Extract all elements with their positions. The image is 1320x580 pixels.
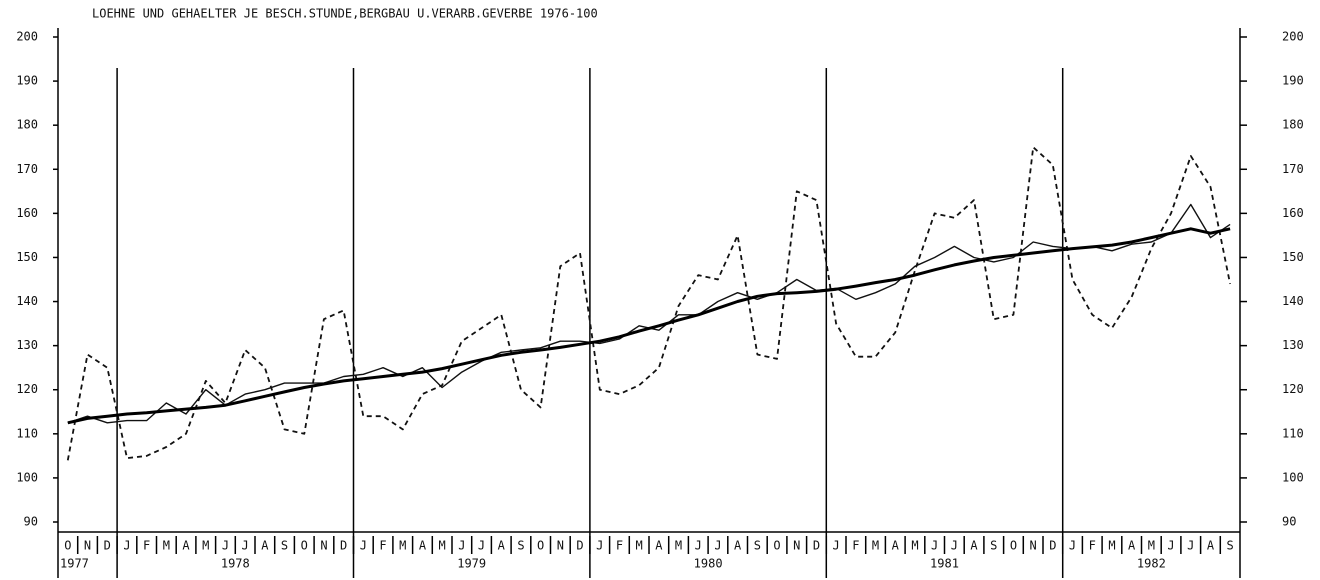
x-tick-label: J [714, 539, 721, 553]
x-tick-label: O [1010, 539, 1017, 553]
x-tick-label: A [261, 539, 269, 553]
x-tick-label: D [813, 539, 820, 553]
x-tick-label: J [951, 539, 958, 553]
x-tick-label: D [576, 539, 583, 553]
x-tick-label: M [872, 539, 879, 553]
x-tick-label: D [340, 539, 347, 553]
year-label: 1982 [1137, 557, 1166, 571]
x-tick-label: S [754, 539, 761, 553]
x-tick-label: M [163, 539, 170, 553]
series-line [67, 227, 1231, 425]
x-tick-label: J [596, 539, 603, 553]
x-tick-label: J [695, 539, 702, 553]
y2-tick-label: 130 [1282, 338, 1304, 352]
y-tick-label: 150 [16, 250, 38, 264]
series-line [67, 203, 1231, 424]
x-tick-label: S [517, 539, 524, 553]
x-tick-label: M [399, 539, 406, 553]
x-tick-label: M [202, 539, 209, 553]
y-tick-label: 90 [24, 515, 38, 529]
year-label: 1978 [221, 557, 250, 571]
x-tick-label: J [1187, 539, 1194, 553]
x-tick-label: J [360, 539, 367, 553]
y-tick-label: 180 [16, 118, 38, 132]
x-tick-label: A [892, 539, 900, 553]
x-tick-label: J [123, 539, 130, 553]
x-tick-label: O [301, 539, 308, 553]
year-label: 1977 [60, 557, 89, 571]
x-tick-label: A [734, 539, 742, 553]
y2-tick-label: 120 [1282, 382, 1304, 396]
y2-tick-label: 150 [1282, 250, 1304, 264]
x-tick-label: F [379, 539, 386, 553]
y-tick-label: 170 [16, 162, 38, 176]
y-tick-label: 140 [16, 294, 38, 308]
x-tick-label: A [1207, 539, 1215, 553]
y-tick-label: 200 [16, 30, 38, 44]
x-tick-label: J [478, 539, 485, 553]
x-tick-label: D [104, 539, 111, 553]
x-tick-label: J [242, 539, 249, 553]
x-tick-label: J [1069, 539, 1076, 553]
y2-tick-label: 110 [1282, 426, 1304, 440]
series-line [66, 146, 1231, 461]
x-tick-label: M [439, 539, 446, 553]
x-tick-label: A [655, 539, 663, 553]
y-tick-label: 100 [16, 470, 38, 484]
x-tick-label: N [320, 539, 327, 553]
x-tick-label: J [222, 539, 229, 553]
year-label: 1979 [457, 557, 486, 571]
y2-tick-label: 190 [1282, 74, 1304, 88]
x-tick-label: S [281, 539, 288, 553]
x-tick-label: F [1089, 539, 1096, 553]
x-tick-label: N [793, 539, 800, 553]
x-tick-label: J [458, 539, 465, 553]
x-tick-label: A [419, 539, 427, 553]
x-tick-label: J [931, 539, 938, 553]
y2-tick-label: 200 [1282, 30, 1304, 44]
y-tick-label: 130 [16, 338, 38, 352]
x-tick-label: M [636, 539, 643, 553]
x-tick-label: F [616, 539, 623, 553]
x-tick-label: N [557, 539, 564, 553]
year-label: 1980 [694, 557, 723, 571]
y2-tick-label: 100 [1282, 470, 1304, 484]
x-tick-label: D [1049, 539, 1056, 553]
x-tick-label: M [1148, 539, 1155, 553]
x-tick-label: F [852, 539, 859, 553]
y2-tick-label: 90 [1282, 515, 1296, 529]
y2-tick-label: 180 [1282, 118, 1304, 132]
x-tick-label: A [970, 539, 978, 553]
year-label: 1981 [930, 557, 959, 571]
x-tick-label: M [911, 539, 918, 553]
y2-tick-label: 170 [1282, 162, 1304, 176]
y2-tick-label: 140 [1282, 294, 1304, 308]
x-tick-label: M [1108, 539, 1115, 553]
x-tick-label: O [537, 539, 544, 553]
x-tick-label: S [990, 539, 997, 553]
y-tick-label: 120 [16, 382, 38, 396]
x-tick-label: M [675, 539, 682, 553]
y-tick-label: 160 [16, 206, 38, 220]
y-tick-label: 110 [16, 426, 38, 440]
x-tick-label: N [1030, 539, 1037, 553]
x-tick-label: J [1167, 539, 1174, 553]
x-tick-label: A [182, 539, 190, 553]
x-tick-label: N [84, 539, 91, 553]
x-tick-label: A [498, 539, 506, 553]
x-tick-label: O [773, 539, 780, 553]
x-tick-label: S [1227, 539, 1234, 553]
y-tick-label: 190 [16, 74, 38, 88]
y2-tick-label: 160 [1282, 206, 1304, 220]
x-tick-label: F [143, 539, 150, 553]
x-tick-label: A [1128, 539, 1136, 553]
x-tick-label: J [833, 539, 840, 553]
chart-title: LOEHNE UND GEHAELTER JE BESCH.STUNDE,BER… [92, 7, 598, 21]
x-tick-label: O [64, 539, 71, 553]
